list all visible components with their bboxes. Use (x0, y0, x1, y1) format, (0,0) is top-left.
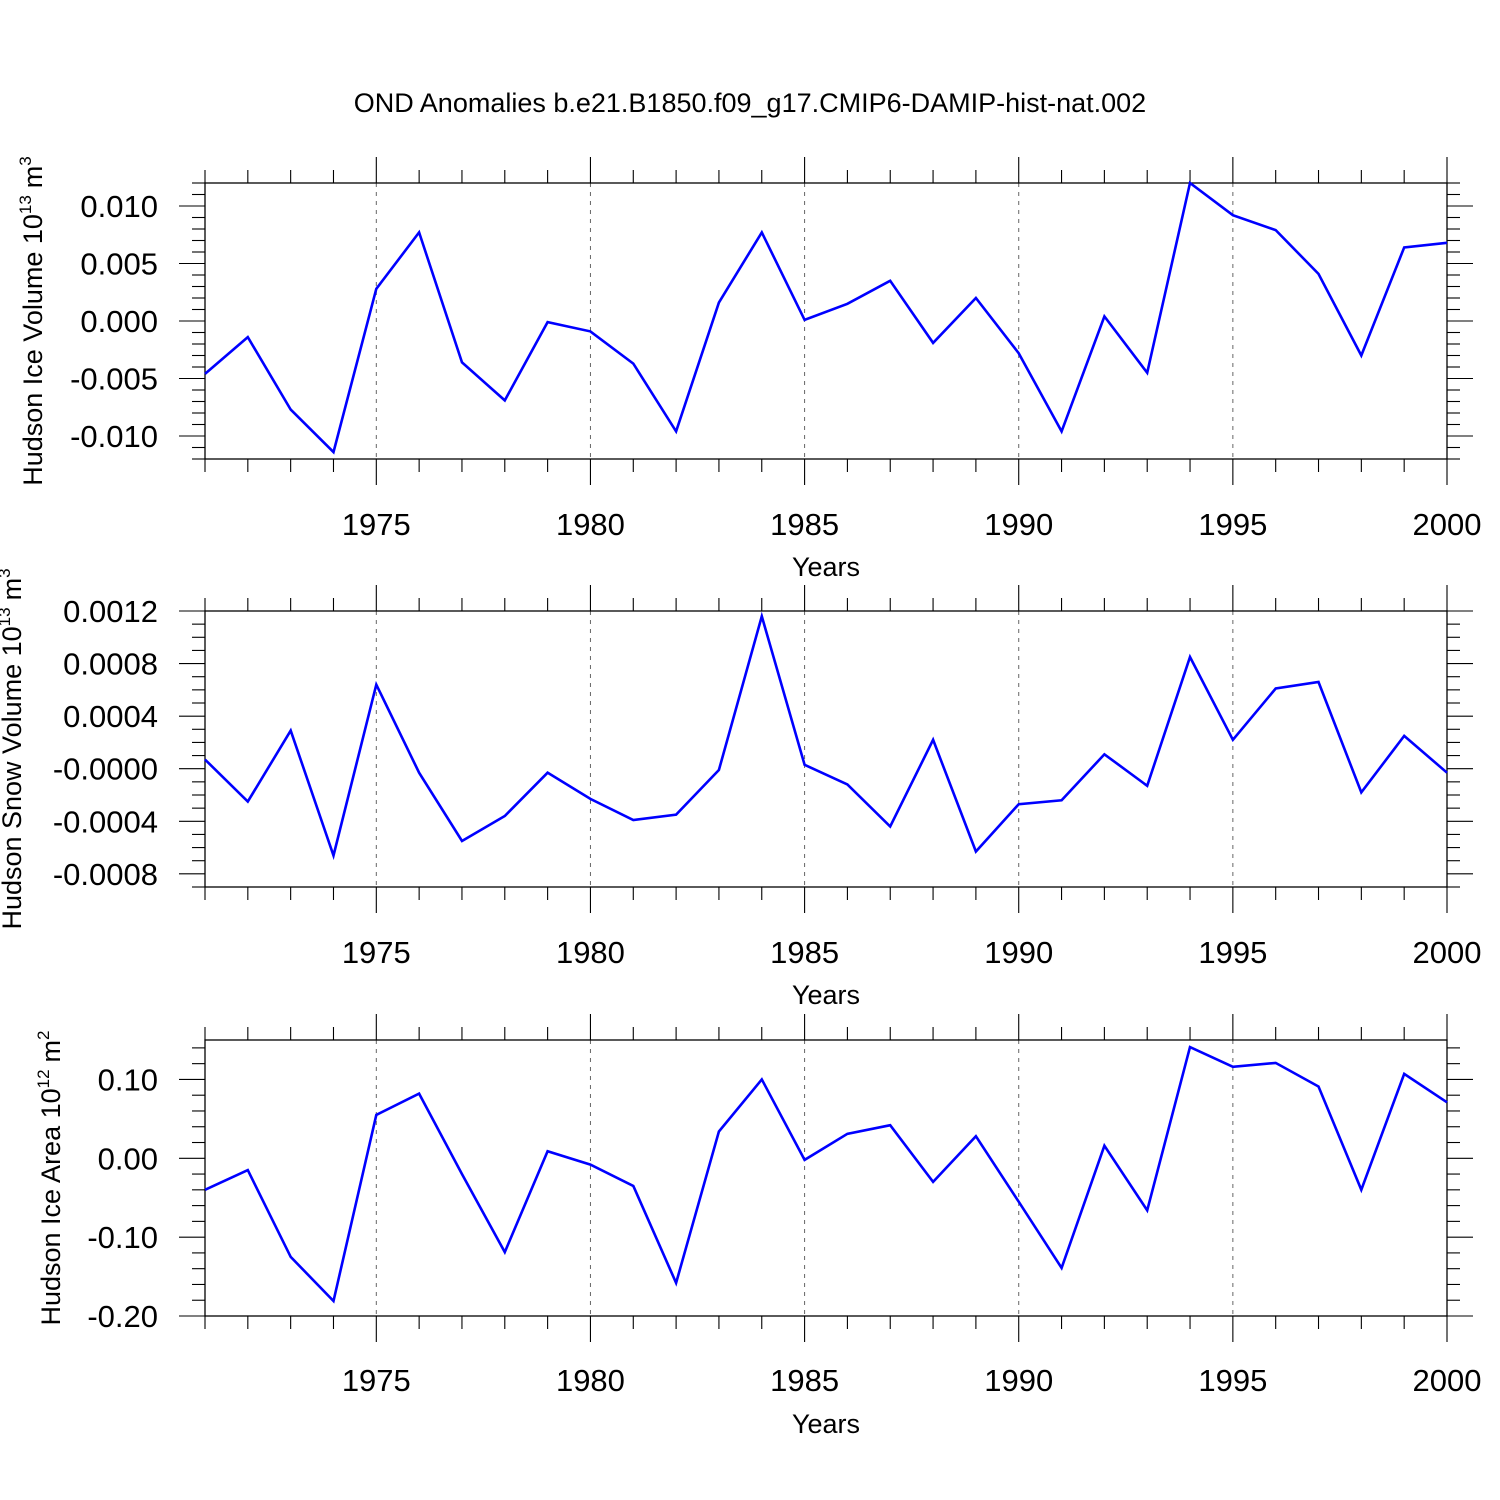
y-tick-label: 0.0004 (63, 699, 158, 734)
x-tick-label-1990: 1990 (984, 1363, 1053, 1398)
y-axis-title-unit: m (18, 166, 48, 189)
x-tick-label-2000: 2000 (1413, 935, 1482, 970)
y-tick-label: 0.010 (80, 189, 158, 224)
y-axis-title-base: Hudson Ice Area 10 (36, 1088, 66, 1325)
x-tick-label-1980: 1980 (556, 1363, 625, 1398)
y-tick-label: -0.010 (70, 419, 158, 454)
x-tick-label-1990: 1990 (984, 507, 1053, 542)
y-tick-label: -0.20 (87, 1299, 158, 1334)
x-tick-label-1995: 1995 (1198, 1363, 1267, 1398)
series-line-ice-area (204, 1045, 1448, 1304)
y-axis-title: Hudson Snow Volume 1013 m3 (0, 568, 27, 929)
y-tick-label: 0.0008 (63, 647, 158, 682)
y-axis-title-base: Hudson Ice Volume 10 (18, 214, 48, 486)
figure-title: OND Anomalies b.e21.B1850.f09_g17.CMIP6-… (354, 88, 1146, 118)
y-axis-title-exponent: 12 (34, 1069, 53, 1088)
y-axis-title-unit: m (0, 578, 27, 601)
y-tick-label: 0.00 (98, 1141, 158, 1176)
y-axis-title-exponent: 13 (16, 195, 35, 214)
x-tick-label-1985: 1985 (770, 507, 839, 542)
y-axis-title-unit-exponent: 2 (34, 1030, 53, 1039)
y-tick-label: 0.10 (98, 1062, 158, 1097)
series-line-ice-volume (204, 180, 1448, 455)
y-axis-title-unit-exponent: 3 (16, 156, 35, 165)
x-tick-label-1980: 1980 (556, 935, 625, 970)
y-axis-title-exponent: 13 (0, 607, 14, 626)
y-axis-title: Hudson Ice Volume 1013 m3 (16, 156, 48, 486)
panel-snow-volume: -0.0008 -0.0004 -0.0000 0.0004 0.0008 0.0012 1… (0, 568, 1481, 1010)
x-tick-label-1975: 1975 (342, 935, 411, 970)
x-tick-label-2000: 2000 (1413, 507, 1482, 542)
x-tick-label-1975: 1975 (342, 1363, 411, 1398)
x-tick-label-2000: 2000 (1413, 1363, 1482, 1398)
y-axis-title: Hudson Ice Area 1012 m2 (34, 1030, 66, 1325)
plot-frame (204, 610, 1448, 888)
y-tick-label: -0.005 (70, 362, 158, 397)
x-tick-label-1985: 1985 (770, 1363, 839, 1398)
series-line-snow-volume (204, 611, 1448, 861)
y-tick-label: -0.10 (87, 1220, 158, 1255)
x-tick-label-1975: 1975 (342, 507, 411, 542)
panel-ice-area: -0.20 -0.10 0.00 0.10 1975 1980 1985 1990 1995 20… (34, 1014, 1481, 1439)
x-tick-label-1985: 1985 (770, 935, 839, 970)
x-axis-title: Years (792, 1409, 860, 1439)
plot-frame (204, 1039, 1448, 1317)
y-tick-label: 0.000 (80, 304, 158, 339)
y-tick-label: 0.0012 (63, 594, 158, 629)
y-axis-title-unit: m (36, 1040, 66, 1063)
y-axis-title-base: Hudson Snow Volume 10 (0, 626, 27, 929)
x-tick-label-1980: 1980 (556, 507, 625, 542)
panel-ice-volume: -0.010 -0.005 0.000 0.005 0.010 1975 1980 1985 1… (16, 156, 1481, 582)
y-tick-label: -0.0004 (53, 804, 158, 839)
y-axis-title-unit-exponent: 3 (0, 568, 14, 577)
y-tick-label: 0.005 (80, 247, 158, 282)
x-tick-label-1990: 1990 (984, 935, 1053, 970)
y-tick-label: -0.0000 (53, 752, 158, 787)
x-tick-label-1995: 1995 (1198, 507, 1267, 542)
x-axis-title: Years (792, 552, 860, 582)
x-axis-title: Years (792, 980, 860, 1010)
y-tick-label: -0.0008 (53, 857, 158, 892)
x-tick-label-1995: 1995 (1198, 935, 1267, 970)
